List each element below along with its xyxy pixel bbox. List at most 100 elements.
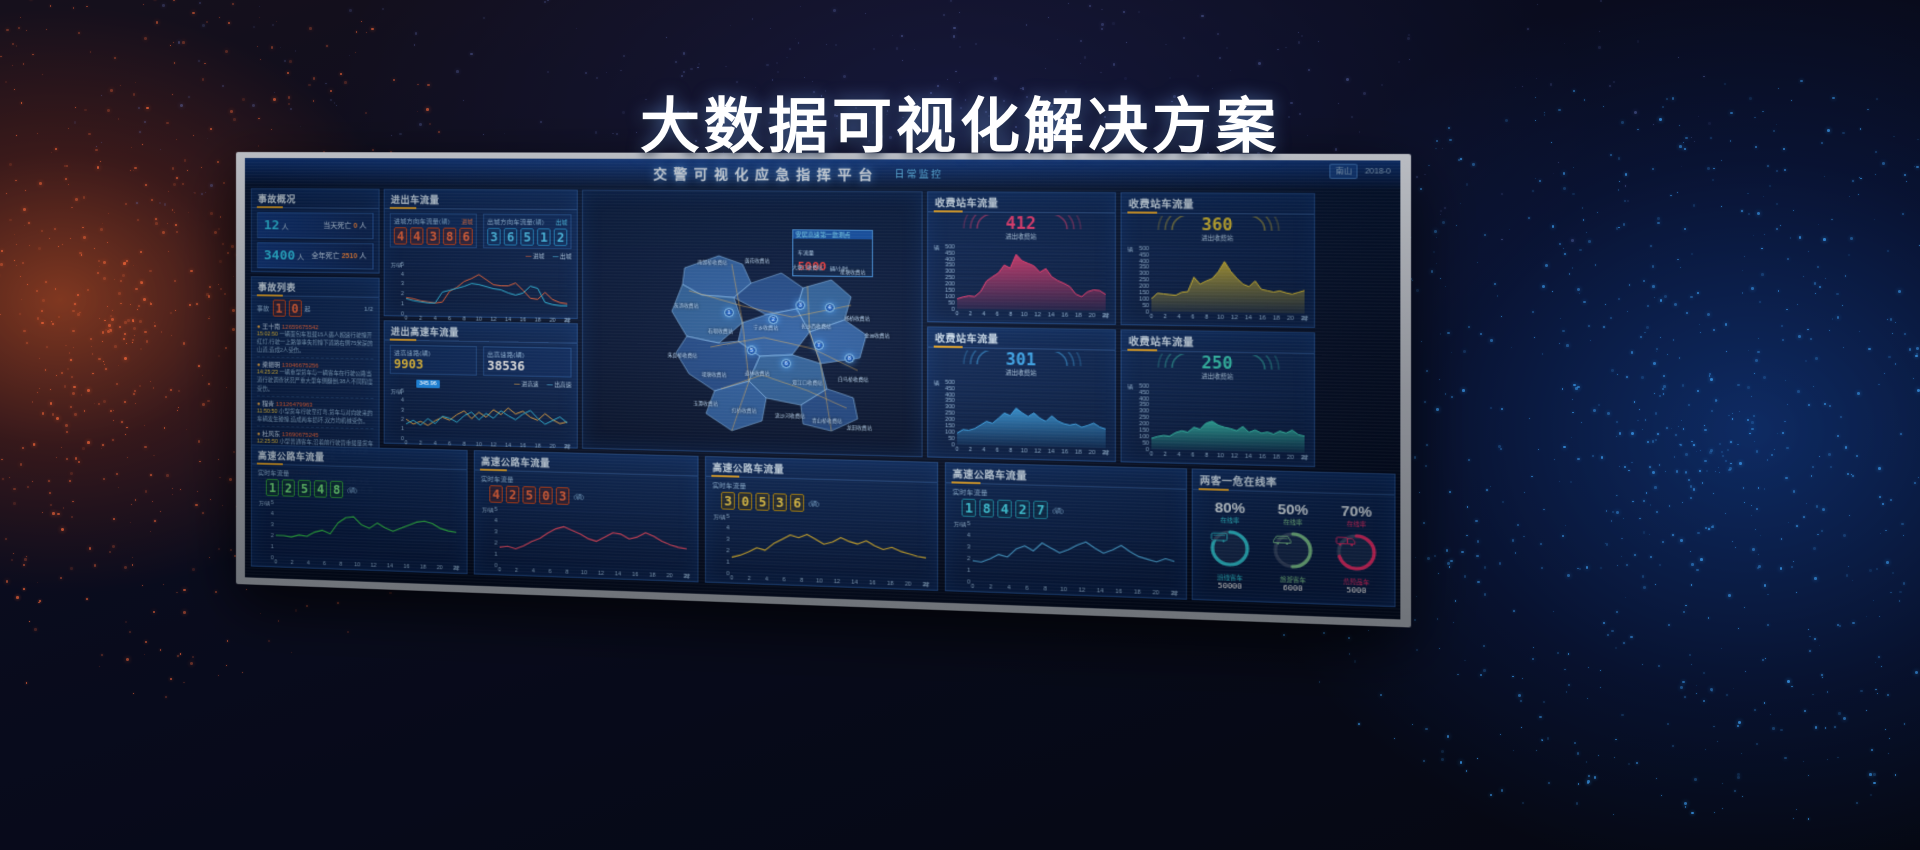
highway-panel-4: 高速公路车流量 实时车流量 1 8 4 2 7 (辆) 5 4 3 2 1 0 0 2 4 6 8 10 12 14 16 1… [945,462,1187,600]
svg-text:20: 20 [1287,316,1294,323]
svg-text:万/辆: 万/辆 [954,521,967,529]
map-node-6[interactable]: 6 [781,359,791,369]
svg-text:6: 6 [996,448,999,454]
dashboard-mode-tag[interactable]: 日常监控 [894,166,943,180]
svg-text:4: 4 [726,525,729,531]
toll-chart-1: 5004504003503002502001501005000 2 4 6 8 10 12 1… [933,242,1111,321]
header-right-group: 南山 2018-0 [1330,164,1391,179]
highway-inout-chart: 345.96 — 进高速 — 出高速 5 4 3 2 1 0 0 2 4 6 8 10 12 14 16 18 20… [390,377,572,452]
map-callout-title: 安居高速第一监测点 [793,230,872,239]
inout-flow-title: 进出车流量 [385,190,577,210]
svg-text:6: 6 [783,578,786,584]
svg-text:1: 1 [726,559,729,565]
map-label: 灰汤收费站 [674,303,699,310]
svg-text:12: 12 [1034,313,1041,320]
outflow-unit: (辆) [533,220,544,226]
region-chip[interactable]: 南山 [1330,164,1358,179]
map-label: 杨桥收费站 [845,316,870,323]
svg-text:1: 1 [271,544,274,550]
toll-radar-readout: 250 进出收费站 [1126,353,1309,384]
svg-text:20: 20 [437,565,443,571]
inout-flow-panel: 进出车流量 进城方向车流量(辆) 进城 44386 出城方向车流量( [384,189,578,319]
svg-text:1: 1 [401,426,404,432]
svg-text:12: 12 [1034,449,1041,456]
svg-text:0: 0 [730,576,733,582]
svg-text:8: 8 [463,442,466,448]
map-label: 黄花收费站 [745,258,770,265]
svg-text:5: 5 [271,500,274,506]
accident-count-label: 事故 [257,303,270,312]
svg-text:4: 4 [982,312,985,318]
map-node-2[interactable]: 2 [768,315,778,325]
accident-list-item[interactable]: ● 程青 13126479963 11:50:50 小型货车行驶至打弯,货车与对… [257,396,374,429]
svg-text:14: 14 [852,580,858,587]
outflow-box: 出城方向车流量(辆) 出城 36512 [483,214,571,250]
svg-text:16: 16 [632,572,638,578]
digit-2: 3 [427,227,440,244]
svg-text:3: 3 [967,544,970,550]
svg-text:16: 16 [404,564,410,570]
svg-text:4: 4 [982,448,985,454]
svg-text:辆: 辆 [934,379,940,387]
svg-text:2: 2 [271,533,274,539]
svg-text:2: 2 [515,568,518,574]
map-node-1[interactable]: 1 [724,308,734,318]
map-node-8[interactable]: 8 [845,354,855,364]
inout-flow-chart: — 进城 — 出城 5 4 3 2 1 0 0 2 4 6 8 10 12 14 16 18 20 22 时万/辆 [390,250,572,325]
svg-text:6: 6 [549,569,552,575]
online-gauge[interactable]: 80% 在线率 班线客车 50000 [1206,499,1255,591]
svg-text:18: 18 [1273,455,1280,462]
accident-list-pager[interactable]: 1/2 [364,306,373,312]
map-node-4[interactable]: 4 [825,303,835,313]
map-node-7[interactable]: 7 [814,340,824,350]
svg-text:万/辆: 万/辆 [714,513,726,521]
map-node-5[interactable]: 5 [747,346,757,356]
map-label: 流沙河收费站 [775,413,805,420]
map-label: 长沙西收费站 [801,323,831,330]
highway-panel-body: 实时车流量 1 2 5 4 8 (辆) 5 4 3 2 1 0 0 2 4 6 8 10 12 14 16 18 20 22 时万… [252,464,467,576]
svg-text:3: 3 [726,536,729,542]
highway-panel-body: 实时车流量 1 8 4 2 7 (辆) 5 4 3 2 1 0 0 2 4 6 8 10 12 14 16 18 20 22 时万… [946,483,1186,602]
map-panel: 安居高速第一监测点 车流量 5000 辆/小时 雨湖桥收费站 黄花收费站 大塘口收费… [582,190,923,458]
map-label: 道林收费站 [745,371,770,378]
toll-panel-1: 收费站车流量 412 进出收费站 500 450 400 350 300 250 200 150… [927,191,1116,325]
svg-text:4: 4 [967,532,970,538]
digit-0: 3 [487,228,500,245]
svg-text:1: 1 [495,551,498,557]
svg-text:10: 10 [1217,453,1224,460]
accident-list-item[interactable]: ● 王十南 12659675542 15:02:50 一辆面包车准载15人遇人超… [257,319,374,360]
digit-3: 2 [1015,500,1030,519]
svg-text:5: 5 [726,514,729,520]
svg-text:16: 16 [869,581,875,588]
map-label: 石坝收费站 [708,328,733,335]
accident-list-item[interactable]: ● 梁振明 13046675256 14:25:23 一辆重型货车与一辆客车在行… [257,358,374,399]
svg-text:14: 14 [1048,449,1055,456]
svg-text:4: 4 [434,441,437,447]
svg-text:万/辆: 万/辆 [391,388,403,395]
gauge-percent-label: 在线率 [1206,515,1255,525]
page-title: 大数据可视化解决方案 [0,78,1920,165]
svg-text:20: 20 [666,574,672,580]
svg-text:2: 2 [495,540,498,546]
svg-text:0: 0 [1146,309,1149,316]
svg-text:10: 10 [581,571,587,577]
map-label: 青山桥收费站 [812,418,842,425]
svg-text:16: 16 [520,444,526,450]
gauge-value: 5000 [1332,585,1382,595]
map-canvas[interactable]: 安居高速第一监测点 车流量 5000 辆/小时 雨湖桥收费站 黄花收费站 大塘口收费… [583,191,921,457]
map-label: 双江口收费站 [792,380,822,387]
inflow-box: 进城方向车流量(辆) 进城 44386 [390,213,477,248]
map-node-3[interactable]: 3 [795,300,805,310]
digit-2: 5 [298,480,311,497]
svg-text:10: 10 [816,579,822,586]
online-gauge[interactable]: 70% 在线率 危险品车 5000 [1332,503,1382,596]
toll-panel-body: 301 进出收费站 500 450 400 350 300 250 200 150 100 50 0 0… [928,348,1115,460]
svg-text:4: 4 [401,271,404,277]
svg-text:12: 12 [834,579,840,586]
svg-text:8: 8 [1009,312,1012,318]
svg-text:18: 18 [1134,590,1141,597]
promo-stage: 大数据可视化解决方案 交警可视化应急指挥平台 日常监控 南山 2018-0 事故… [0,0,1920,850]
svg-text:2: 2 [726,548,729,554]
inflow-digits: 44386 [394,227,473,245]
online-gauge[interactable]: 50% 在线率 旅游客车 6000 [1268,501,1317,594]
